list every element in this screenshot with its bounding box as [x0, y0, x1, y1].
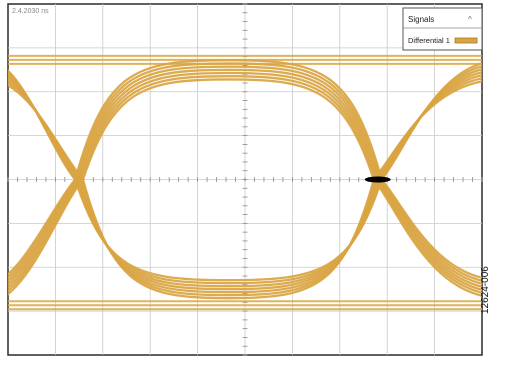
timestamp-label: 2.4.2030 ns [12, 8, 49, 15]
legend: Signals ^ Differential 1 [402, 7, 483, 51]
eye-trace [8, 80, 482, 300]
legend-collapse-icon[interactable]: ^ [468, 15, 472, 24]
eye-trace [8, 68, 482, 288]
figure-id: 12624-006 [480, 266, 491, 314]
eye-trace [8, 65, 482, 285]
eye-trace [8, 78, 482, 297]
legend-entry-label: Differential 1 [408, 36, 450, 45]
eye-trace [8, 71, 482, 291]
crossing-marker [364, 176, 391, 183]
legend-entry-swatch [454, 37, 478, 44]
eye-trace [8, 75, 482, 294]
legend-title: Signals [408, 15, 434, 24]
eye-traces [8, 54, 482, 311]
